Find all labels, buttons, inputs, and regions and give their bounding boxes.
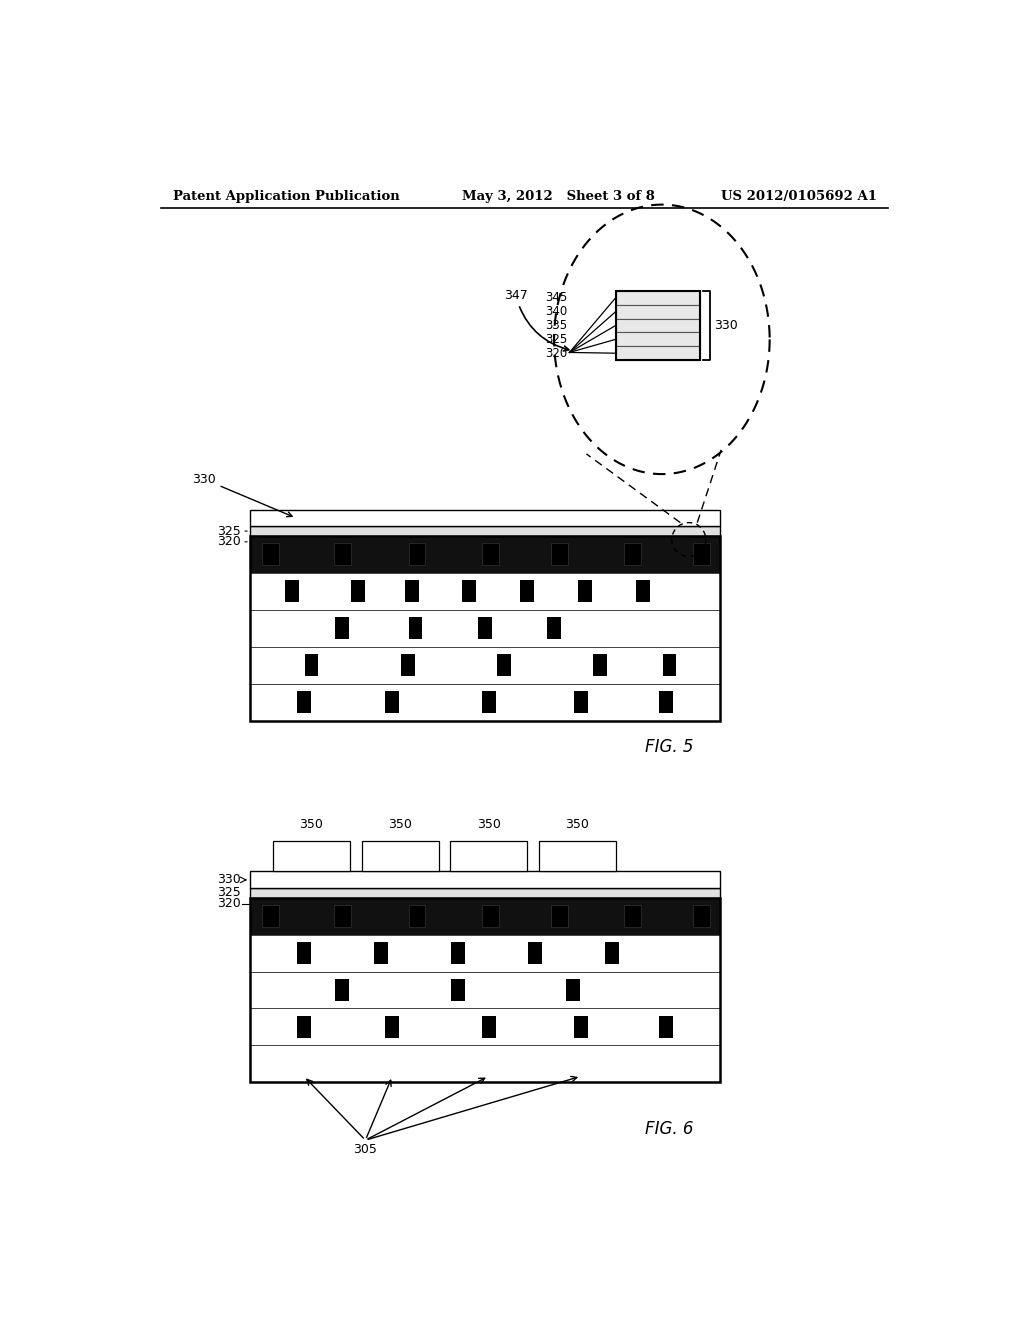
- Bar: [539, 841, 615, 871]
- Text: 350: 350: [477, 818, 501, 832]
- Bar: [297, 692, 310, 713]
- Bar: [250, 510, 720, 527]
- Text: May 3, 2012   Sheet 3 of 8: May 3, 2012 Sheet 3 of 8: [462, 190, 654, 203]
- Bar: [250, 684, 720, 721]
- Bar: [336, 618, 349, 639]
- Text: 320: 320: [217, 898, 241, 911]
- Bar: [566, 979, 581, 1001]
- Bar: [481, 692, 496, 713]
- Bar: [528, 942, 542, 964]
- Text: 350: 350: [565, 818, 589, 832]
- Bar: [615, 333, 700, 346]
- Bar: [625, 544, 641, 565]
- Bar: [262, 906, 280, 927]
- Bar: [451, 841, 527, 871]
- Bar: [334, 544, 351, 565]
- Text: FIG. 5: FIG. 5: [645, 738, 694, 756]
- Bar: [478, 618, 492, 639]
- Bar: [334, 906, 351, 927]
- Bar: [304, 655, 318, 676]
- Bar: [286, 581, 299, 602]
- Bar: [663, 655, 677, 676]
- Bar: [547, 618, 561, 639]
- Bar: [250, 898, 720, 935]
- Bar: [615, 305, 700, 318]
- Bar: [250, 871, 720, 888]
- Bar: [361, 841, 438, 871]
- Bar: [463, 581, 476, 602]
- Bar: [497, 655, 511, 676]
- Bar: [250, 888, 720, 898]
- Bar: [250, 573, 720, 610]
- Bar: [297, 942, 310, 964]
- Bar: [574, 692, 588, 713]
- Bar: [481, 544, 499, 565]
- Text: 350: 350: [388, 818, 412, 832]
- Bar: [250, 536, 720, 573]
- Bar: [409, 906, 425, 927]
- Text: FIG. 6: FIG. 6: [645, 1119, 694, 1138]
- Bar: [409, 618, 422, 639]
- Bar: [250, 898, 720, 1082]
- Bar: [615, 346, 700, 360]
- Bar: [385, 1016, 399, 1038]
- Bar: [374, 942, 388, 964]
- Bar: [578, 581, 592, 602]
- Text: 330: 330: [191, 473, 292, 516]
- Bar: [250, 1008, 720, 1045]
- Bar: [625, 906, 641, 927]
- Text: 345: 345: [545, 292, 567, 305]
- Bar: [250, 527, 720, 536]
- Bar: [451, 979, 465, 1001]
- Text: US 2012/0105692 A1: US 2012/0105692 A1: [722, 190, 878, 203]
- Text: 325: 325: [545, 333, 567, 346]
- Bar: [451, 942, 465, 964]
- Bar: [250, 935, 720, 972]
- Text: 330: 330: [217, 874, 241, 887]
- Bar: [693, 906, 711, 927]
- Text: 320: 320: [545, 347, 567, 360]
- Bar: [574, 1016, 588, 1038]
- Bar: [658, 692, 673, 713]
- Bar: [351, 581, 365, 602]
- Bar: [481, 906, 499, 927]
- Text: 340: 340: [545, 305, 567, 318]
- Text: Patent Application Publication: Patent Application Publication: [173, 190, 399, 203]
- Bar: [520, 581, 535, 602]
- Bar: [551, 544, 568, 565]
- Bar: [400, 655, 415, 676]
- Text: 320: 320: [217, 536, 241, 548]
- Bar: [250, 972, 720, 1008]
- Bar: [693, 544, 711, 565]
- Text: 330: 330: [714, 319, 738, 333]
- Bar: [273, 841, 350, 871]
- Bar: [636, 581, 649, 602]
- Bar: [250, 1045, 720, 1082]
- Bar: [593, 655, 607, 676]
- Text: 325: 325: [217, 524, 241, 537]
- Text: 347: 347: [504, 289, 568, 351]
- Bar: [262, 544, 280, 565]
- Bar: [615, 318, 700, 333]
- Bar: [297, 1016, 310, 1038]
- Text: 335: 335: [545, 319, 567, 333]
- Text: 325: 325: [217, 887, 241, 899]
- Bar: [605, 942, 618, 964]
- Bar: [615, 290, 700, 305]
- Bar: [250, 536, 720, 721]
- Bar: [404, 581, 419, 602]
- Bar: [250, 610, 720, 647]
- Bar: [409, 544, 425, 565]
- Bar: [615, 290, 700, 360]
- Bar: [385, 692, 399, 713]
- Bar: [658, 1016, 673, 1038]
- Bar: [336, 979, 349, 1001]
- Bar: [250, 647, 720, 684]
- Text: 305: 305: [353, 1143, 378, 1156]
- Bar: [481, 1016, 496, 1038]
- Bar: [551, 906, 568, 927]
- Text: 350: 350: [300, 818, 324, 832]
